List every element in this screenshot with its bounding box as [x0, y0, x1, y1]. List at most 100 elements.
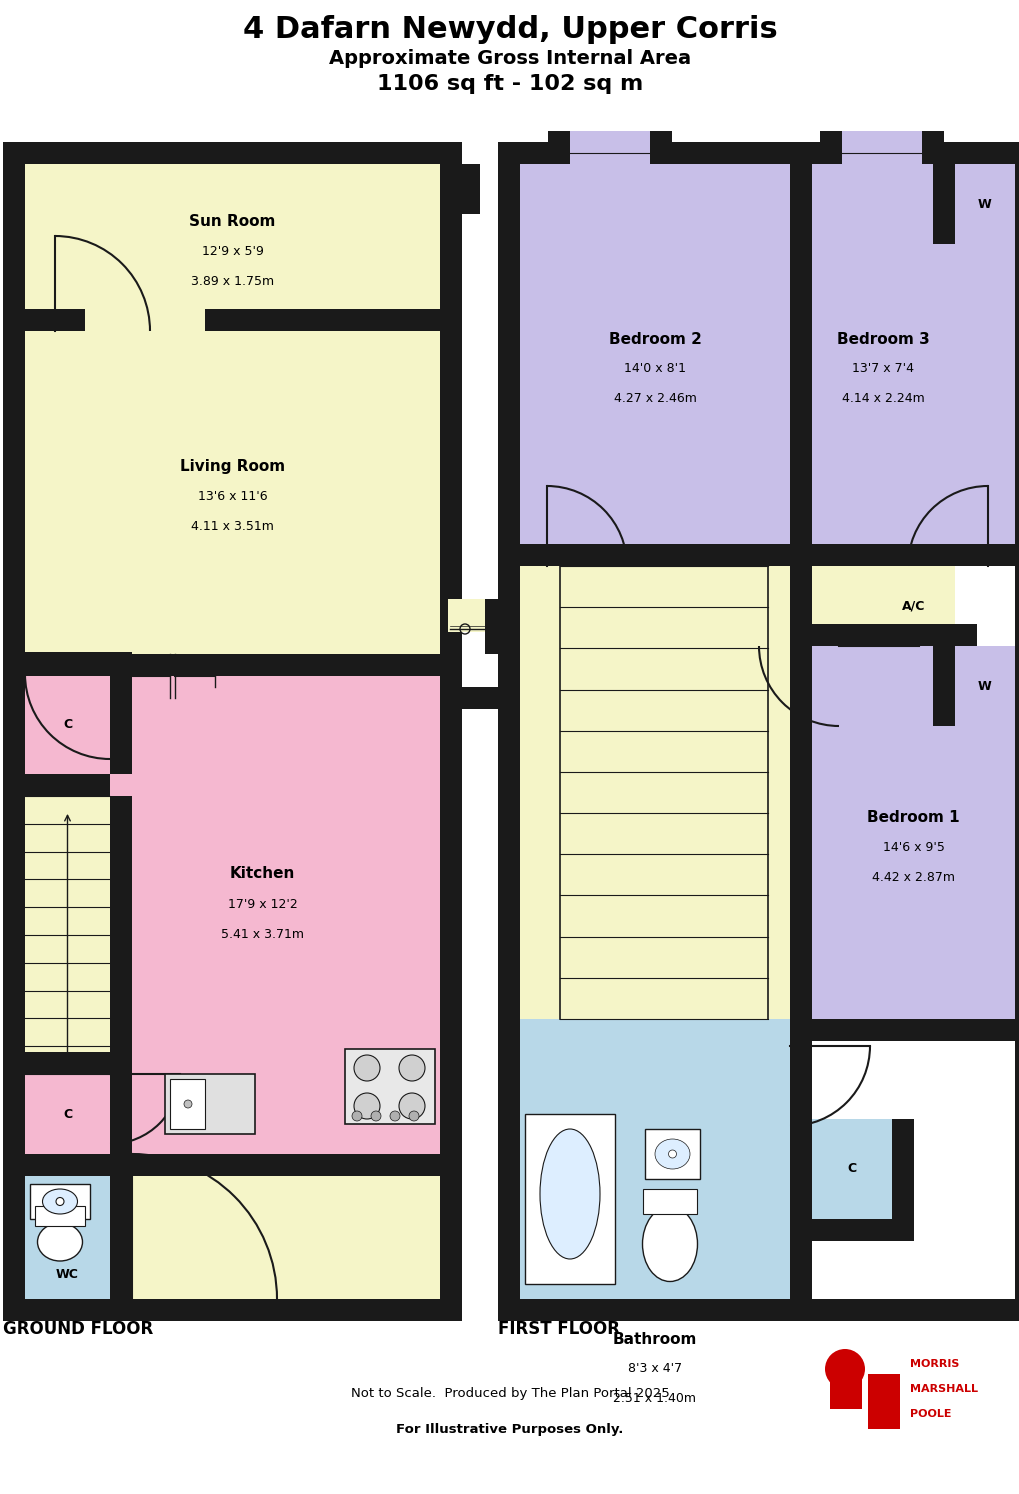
Bar — [110, 1074, 131, 1153]
Bar — [497, 142, 520, 1321]
Bar — [520, 544, 790, 566]
Text: Bathroom: Bathroom — [612, 1331, 697, 1346]
Bar — [439, 632, 462, 1153]
Bar — [3, 774, 110, 796]
Ellipse shape — [43, 1189, 77, 1215]
Bar — [811, 645, 1014, 1019]
Text: Kitchen: Kitchen — [229, 867, 294, 881]
Bar — [819, 131, 841, 164]
Text: WC: WC — [56, 1267, 78, 1280]
Bar — [559, 566, 767, 1019]
Circle shape — [56, 1198, 64, 1206]
Bar — [790, 544, 811, 1019]
Bar — [25, 1153, 110, 1298]
Bar — [811, 624, 976, 645]
Bar — [439, 632, 506, 710]
Text: Bedroom 1: Bedroom 1 — [866, 810, 959, 825]
Bar — [790, 544, 811, 645]
Bar — [790, 1097, 811, 1219]
Bar — [110, 651, 131, 774]
Bar — [3, 796, 25, 1074]
Bar — [867, 1374, 899, 1428]
Text: 1106 sq ft - 102 sq m: 1106 sq ft - 102 sq m — [376, 75, 643, 94]
Bar — [932, 142, 954, 244]
Bar — [520, 1298, 811, 1321]
Text: W: W — [977, 197, 990, 211]
Bar — [921, 131, 943, 164]
Bar — [110, 796, 131, 1074]
Text: 13'7 x 7'4: 13'7 x 7'4 — [852, 363, 914, 375]
Bar — [3, 651, 25, 774]
Bar — [439, 1132, 462, 1298]
Bar — [811, 1119, 892, 1219]
Text: 17'9 x 12'2: 17'9 x 12'2 — [227, 898, 298, 910]
Text: POOLE: POOLE — [909, 1409, 951, 1419]
Circle shape — [409, 1112, 419, 1120]
Bar — [841, 131, 921, 164]
Text: 4 Dafarn Newydd, Upper Corris: 4 Dafarn Newydd, Upper Corris — [243, 15, 776, 43]
Bar — [3, 309, 85, 332]
Bar — [25, 1074, 110, 1153]
Bar — [790, 142, 811, 544]
Bar — [3, 1074, 25, 1153]
Bar — [649, 131, 672, 164]
Bar — [25, 164, 439, 309]
Text: 14'0 x 8'1: 14'0 x 8'1 — [624, 363, 686, 375]
Text: Bedroom 2: Bedroom 2 — [608, 332, 701, 347]
Text: 14'6 x 9'5: 14'6 x 9'5 — [881, 841, 944, 855]
Bar — [110, 1298, 462, 1321]
Text: MORRIS: MORRIS — [909, 1360, 959, 1369]
Bar — [3, 309, 25, 654]
Circle shape — [667, 1150, 676, 1158]
Text: W: W — [977, 680, 990, 693]
Bar — [25, 674, 110, 774]
Bar — [439, 599, 484, 654]
Ellipse shape — [539, 1129, 599, 1259]
Bar — [25, 654, 439, 1153]
Bar — [570, 131, 649, 164]
Bar — [3, 632, 25, 1153]
Bar — [497, 1298, 1019, 1321]
Bar — [439, 309, 462, 599]
Bar — [3, 1153, 462, 1176]
Bar — [811, 544, 1019, 566]
Bar — [811, 566, 954, 645]
Text: FIRST FLOOR: FIRST FLOOR — [497, 1321, 620, 1339]
Bar — [165, 1074, 255, 1134]
Bar — [547, 131, 570, 164]
Bar — [954, 645, 1014, 726]
Circle shape — [398, 1094, 425, 1119]
Bar — [497, 142, 1019, 164]
Text: 5.41 x 3.71m: 5.41 x 3.71m — [221, 928, 304, 941]
Bar — [439, 142, 462, 309]
Bar — [867, 1404, 897, 1428]
Bar — [170, 1079, 205, 1129]
Bar — [892, 1119, 913, 1219]
Text: 4.14 x 2.24m: 4.14 x 2.24m — [842, 393, 924, 405]
Bar — [3, 1052, 110, 1074]
Ellipse shape — [642, 1207, 697, 1282]
Bar — [439, 599, 447, 654]
Bar — [462, 164, 479, 214]
Bar — [30, 1185, 90, 1219]
Bar — [520, 164, 790, 544]
Text: GROUND FLOOR: GROUND FLOOR — [3, 1321, 153, 1339]
Bar — [829, 1374, 861, 1409]
Text: Living Room: Living Room — [179, 459, 284, 474]
Text: Not to Scale.  Produced by The Plan Portal 2025: Not to Scale. Produced by The Plan Porta… — [351, 1388, 668, 1400]
Bar — [344, 1049, 434, 1123]
Text: C: C — [63, 1107, 72, 1120]
Text: 12'9 x 5'9: 12'9 x 5'9 — [202, 245, 263, 258]
Circle shape — [352, 1112, 362, 1120]
Bar — [3, 142, 25, 309]
Text: For Illustrative Purposes Only.: For Illustrative Purposes Only. — [396, 1422, 623, 1436]
Circle shape — [354, 1055, 380, 1082]
Text: 4.27 x 2.46m: 4.27 x 2.46m — [613, 393, 696, 405]
Bar — [790, 996, 811, 1298]
Bar — [644, 1129, 699, 1179]
Bar — [3, 651, 110, 674]
Ellipse shape — [38, 1224, 83, 1261]
Text: 3.89 x 1.75m: 3.89 x 1.75m — [191, 275, 274, 288]
Text: 8'3 x 4'7: 8'3 x 4'7 — [628, 1363, 682, 1376]
Bar — [525, 1115, 614, 1283]
